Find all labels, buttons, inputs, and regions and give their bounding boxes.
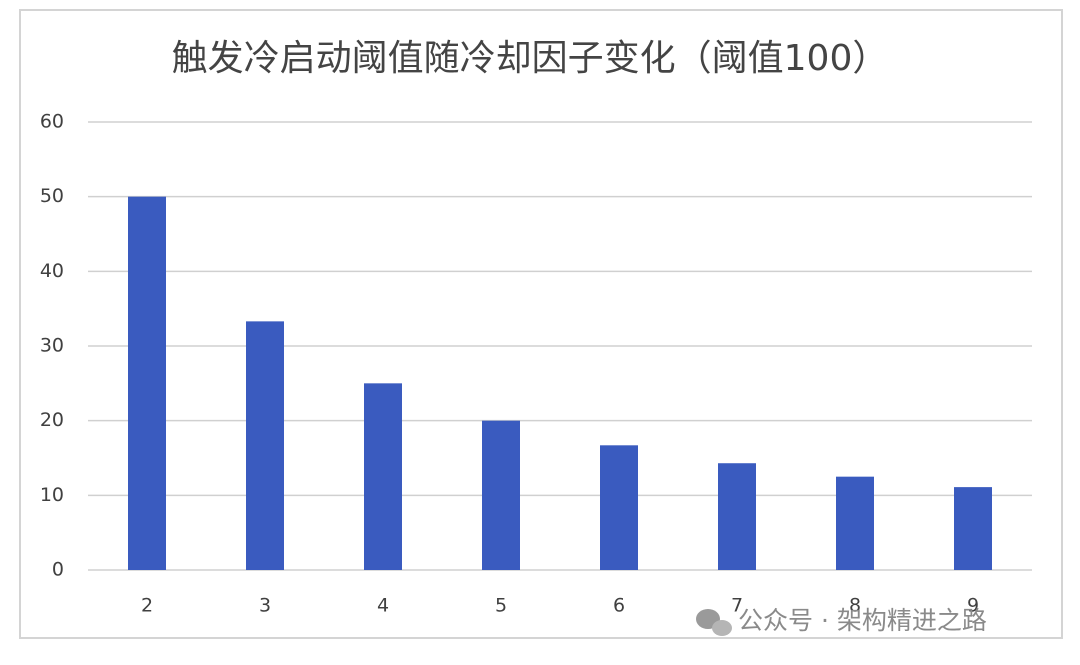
- x-tick-label: 8: [849, 595, 861, 617]
- bar: [600, 445, 638, 570]
- bar: [246, 321, 284, 570]
- y-tick-label: 10: [40, 484, 64, 506]
- x-tick-label: 7: [731, 595, 743, 617]
- y-tick-label: 60: [40, 111, 64, 133]
- bar: [364, 383, 402, 570]
- x-tick-label: 9: [967, 595, 979, 617]
- bar: [718, 463, 756, 570]
- y-tick-label: 0: [52, 559, 64, 581]
- watermark: 公众号 · 架构精进之路: [738, 606, 987, 635]
- x-tick-label: 6: [613, 595, 625, 617]
- y-tick-label: 40: [40, 260, 64, 282]
- y-tick-label: 30: [40, 335, 64, 357]
- watermark-icon: [696, 609, 732, 636]
- x-tick-label: 3: [259, 595, 271, 617]
- x-tick-label: 2: [141, 595, 153, 617]
- x-tick-label: 5: [495, 595, 507, 617]
- x-tick-label: 4: [377, 595, 389, 617]
- y-tick-label: 20: [40, 409, 64, 431]
- bar: [128, 196, 166, 570]
- bar: [954, 487, 992, 570]
- chart-frame: [19, 9, 1063, 639]
- bar: [836, 476, 874, 570]
- chart-title: 触发冷启动阈值随冷却因子变化（阈值100）: [172, 38, 889, 79]
- y-tick-label: 50: [40, 185, 64, 207]
- bar: [482, 420, 520, 570]
